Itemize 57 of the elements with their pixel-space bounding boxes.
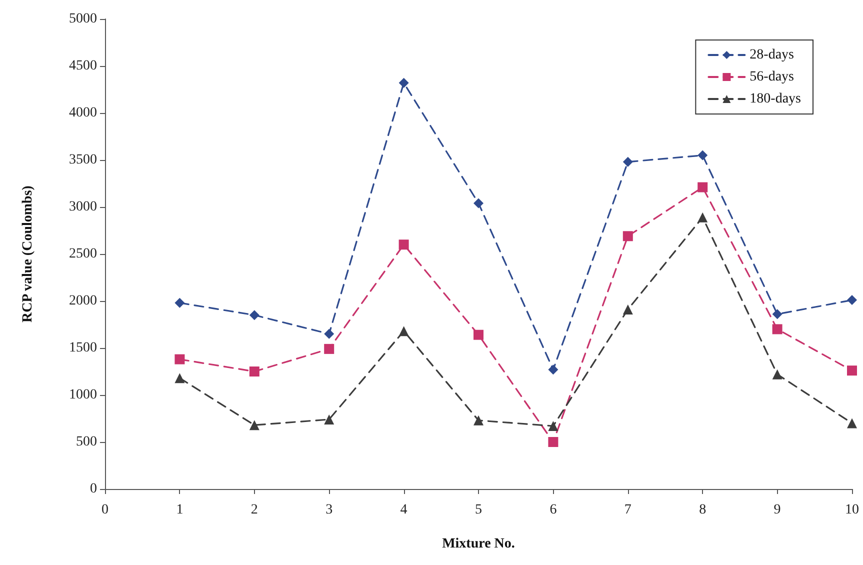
point xyxy=(622,231,633,242)
x-tick-label: 0 xyxy=(102,502,108,518)
x-axis-title: Mixture No. xyxy=(442,536,515,552)
point xyxy=(324,328,334,339)
y-tick-label: 2000 xyxy=(69,294,97,308)
x-tick-label: 7 xyxy=(624,502,632,518)
legend-label: 56-days xyxy=(750,70,794,84)
y-tick-label: 4000 xyxy=(69,106,97,120)
point xyxy=(847,295,857,306)
point xyxy=(324,414,334,424)
x-tick-label: 3 xyxy=(326,502,333,518)
point xyxy=(548,437,558,447)
point xyxy=(398,240,409,250)
point xyxy=(398,326,409,336)
point xyxy=(698,150,708,160)
point xyxy=(847,418,857,428)
x-tick-label: 8 xyxy=(699,502,706,518)
y-tick-label: 1500 xyxy=(69,340,97,356)
point xyxy=(772,369,782,380)
point xyxy=(174,373,185,384)
point xyxy=(174,354,185,364)
point xyxy=(548,364,558,375)
point xyxy=(548,421,558,432)
point xyxy=(474,198,484,208)
y-tick-label: 3000 xyxy=(69,200,97,214)
point xyxy=(249,366,260,376)
point xyxy=(622,304,633,314)
point xyxy=(772,324,782,334)
x-tick-label: 2 xyxy=(250,502,258,518)
point xyxy=(174,298,185,308)
point xyxy=(847,366,857,376)
x-tick-label: 10 xyxy=(845,502,859,518)
y-tick-label: 3500 xyxy=(69,152,97,168)
point xyxy=(698,182,708,192)
x-tick-label: 1 xyxy=(176,502,184,518)
point xyxy=(622,156,633,167)
y-axis-title: RCP value (Coulombs) xyxy=(20,185,36,322)
point xyxy=(398,78,409,88)
point xyxy=(772,309,782,320)
y-tick-label: 4500 xyxy=(69,58,97,74)
y-tick-label: 500 xyxy=(76,434,97,450)
legend-label: 28-days xyxy=(750,48,794,62)
y-tick-label: 2500 xyxy=(69,246,97,262)
x-tick-label: 5 xyxy=(475,502,482,518)
x-tick-label: 9 xyxy=(774,502,781,518)
legend-label: 180-days xyxy=(750,92,802,106)
point xyxy=(324,344,334,354)
point xyxy=(698,212,708,222)
y-tick-label: 0 xyxy=(90,482,97,496)
point xyxy=(249,310,260,320)
x-tick-label: 6 xyxy=(550,502,557,518)
point xyxy=(474,330,484,340)
x-tick-label: 4 xyxy=(400,502,408,518)
point xyxy=(249,420,260,430)
y-tick-label: 1000 xyxy=(69,388,97,402)
point xyxy=(474,415,484,426)
y-tick-label: 5000 xyxy=(69,12,97,26)
